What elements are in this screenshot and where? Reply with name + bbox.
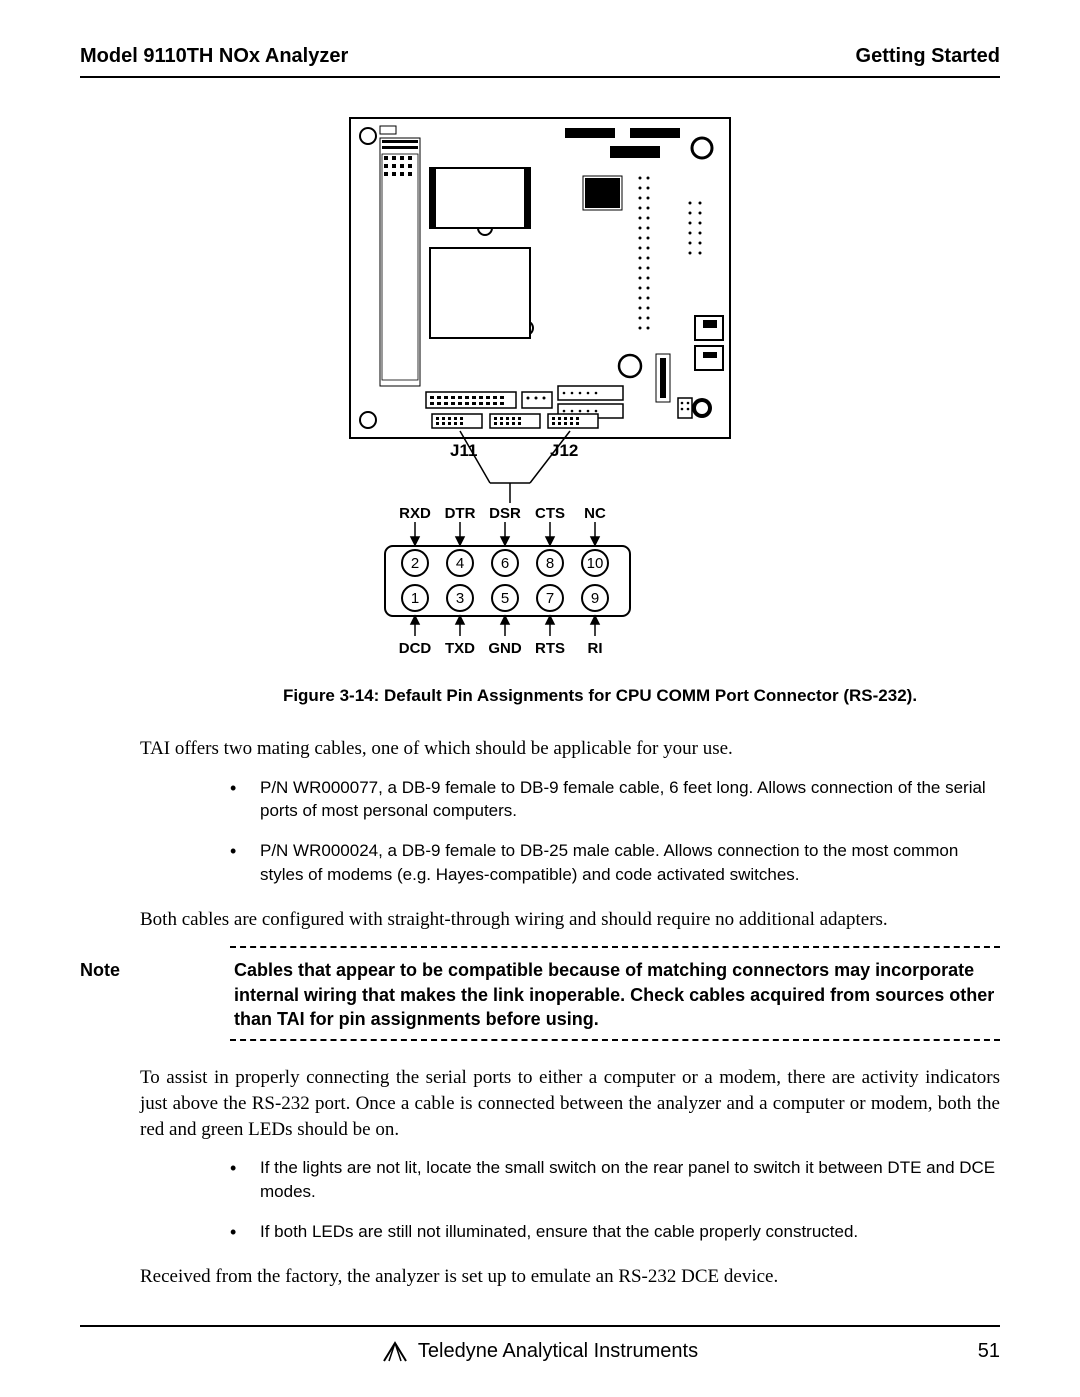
footer-company: Teledyne Analytical Instruments	[418, 1340, 698, 1363]
pin-label-dcd: DCD	[399, 640, 432, 657]
pin-label-rxd: RXD	[399, 505, 431, 522]
pin-label-gnd: GND	[488, 640, 522, 657]
pin-5: 5	[501, 590, 509, 607]
pin-7: 7	[546, 590, 554, 607]
para-straight: Both cables are configured with straight…	[80, 907, 1000, 933]
pin-1: 1	[411, 590, 419, 607]
pin-10: 10	[587, 555, 604, 572]
pin-3: 3	[456, 590, 464, 607]
pin-4: 4	[456, 555, 464, 572]
pin-label-dsr: DSR	[489, 505, 521, 522]
page-footer: Teledyne Analytical Instruments 51	[80, 1340, 1000, 1363]
pcb-diagram: J11 J12 RXD DTR DSR CTS NC 2 4 6	[80, 108, 1000, 668]
para-activity: To assist in properly connecting the ser…	[80, 1065, 1000, 1142]
header-left: Model 9110TH NOx Analyzer	[80, 45, 348, 68]
footer-rule	[80, 1325, 1000, 1327]
pin-label-txd: TXD	[445, 640, 475, 657]
pin-label-rts: RTS	[535, 640, 565, 657]
list-item: P/N WR000024, a DB-9 female to DB-25 mal…	[230, 839, 1000, 887]
diagram-svg: J11 J12 RXD DTR DSR CTS NC 2 4 6	[330, 108, 750, 668]
page-header: Model 9110TH NOx Analyzer Getting Starte…	[80, 45, 1000, 78]
pin-8: 8	[546, 555, 554, 572]
pin-9: 9	[591, 590, 599, 607]
pin-label-cts: CTS	[535, 505, 565, 522]
j11-label: J11	[450, 441, 477, 460]
header-right: Getting Started	[856, 45, 1000, 68]
note-label: Note	[80, 946, 230, 1041]
pin-6: 6	[501, 555, 509, 572]
led-bullet-list: If the lights are not lit, locate the sm…	[80, 1156, 1000, 1243]
page-number: 51	[978, 1340, 1000, 1363]
pin-label-nc: NC	[584, 505, 606, 522]
teledyne-logo-icon	[382, 1341, 408, 1363]
pin-label-dtr: DTR	[445, 505, 476, 522]
figure-caption: Figure 3-14: Default Pin Assignments for…	[80, 686, 1000, 706]
para-factory: Received from the factory, the analyzer …	[80, 1264, 1000, 1290]
list-item: If the lights are not lit, locate the sm…	[230, 1156, 1000, 1204]
pin-label-ri: RI	[588, 640, 603, 657]
note-content: Cables that appear to be compatible beca…	[230, 946, 1000, 1041]
note-block: Note Cables that appear to be compatible…	[80, 946, 1000, 1041]
list-item: P/N WR000077, a DB-9 female to DB-9 fema…	[230, 776, 1000, 824]
list-item: If both LEDs are still not illuminated, …	[230, 1220, 1000, 1244]
pin-2: 2	[411, 555, 419, 572]
cable-bullet-list: P/N WR000077, a DB-9 female to DB-9 fema…	[80, 776, 1000, 887]
para-intro: TAI offers two mating cables, one of whi…	[80, 736, 1000, 762]
